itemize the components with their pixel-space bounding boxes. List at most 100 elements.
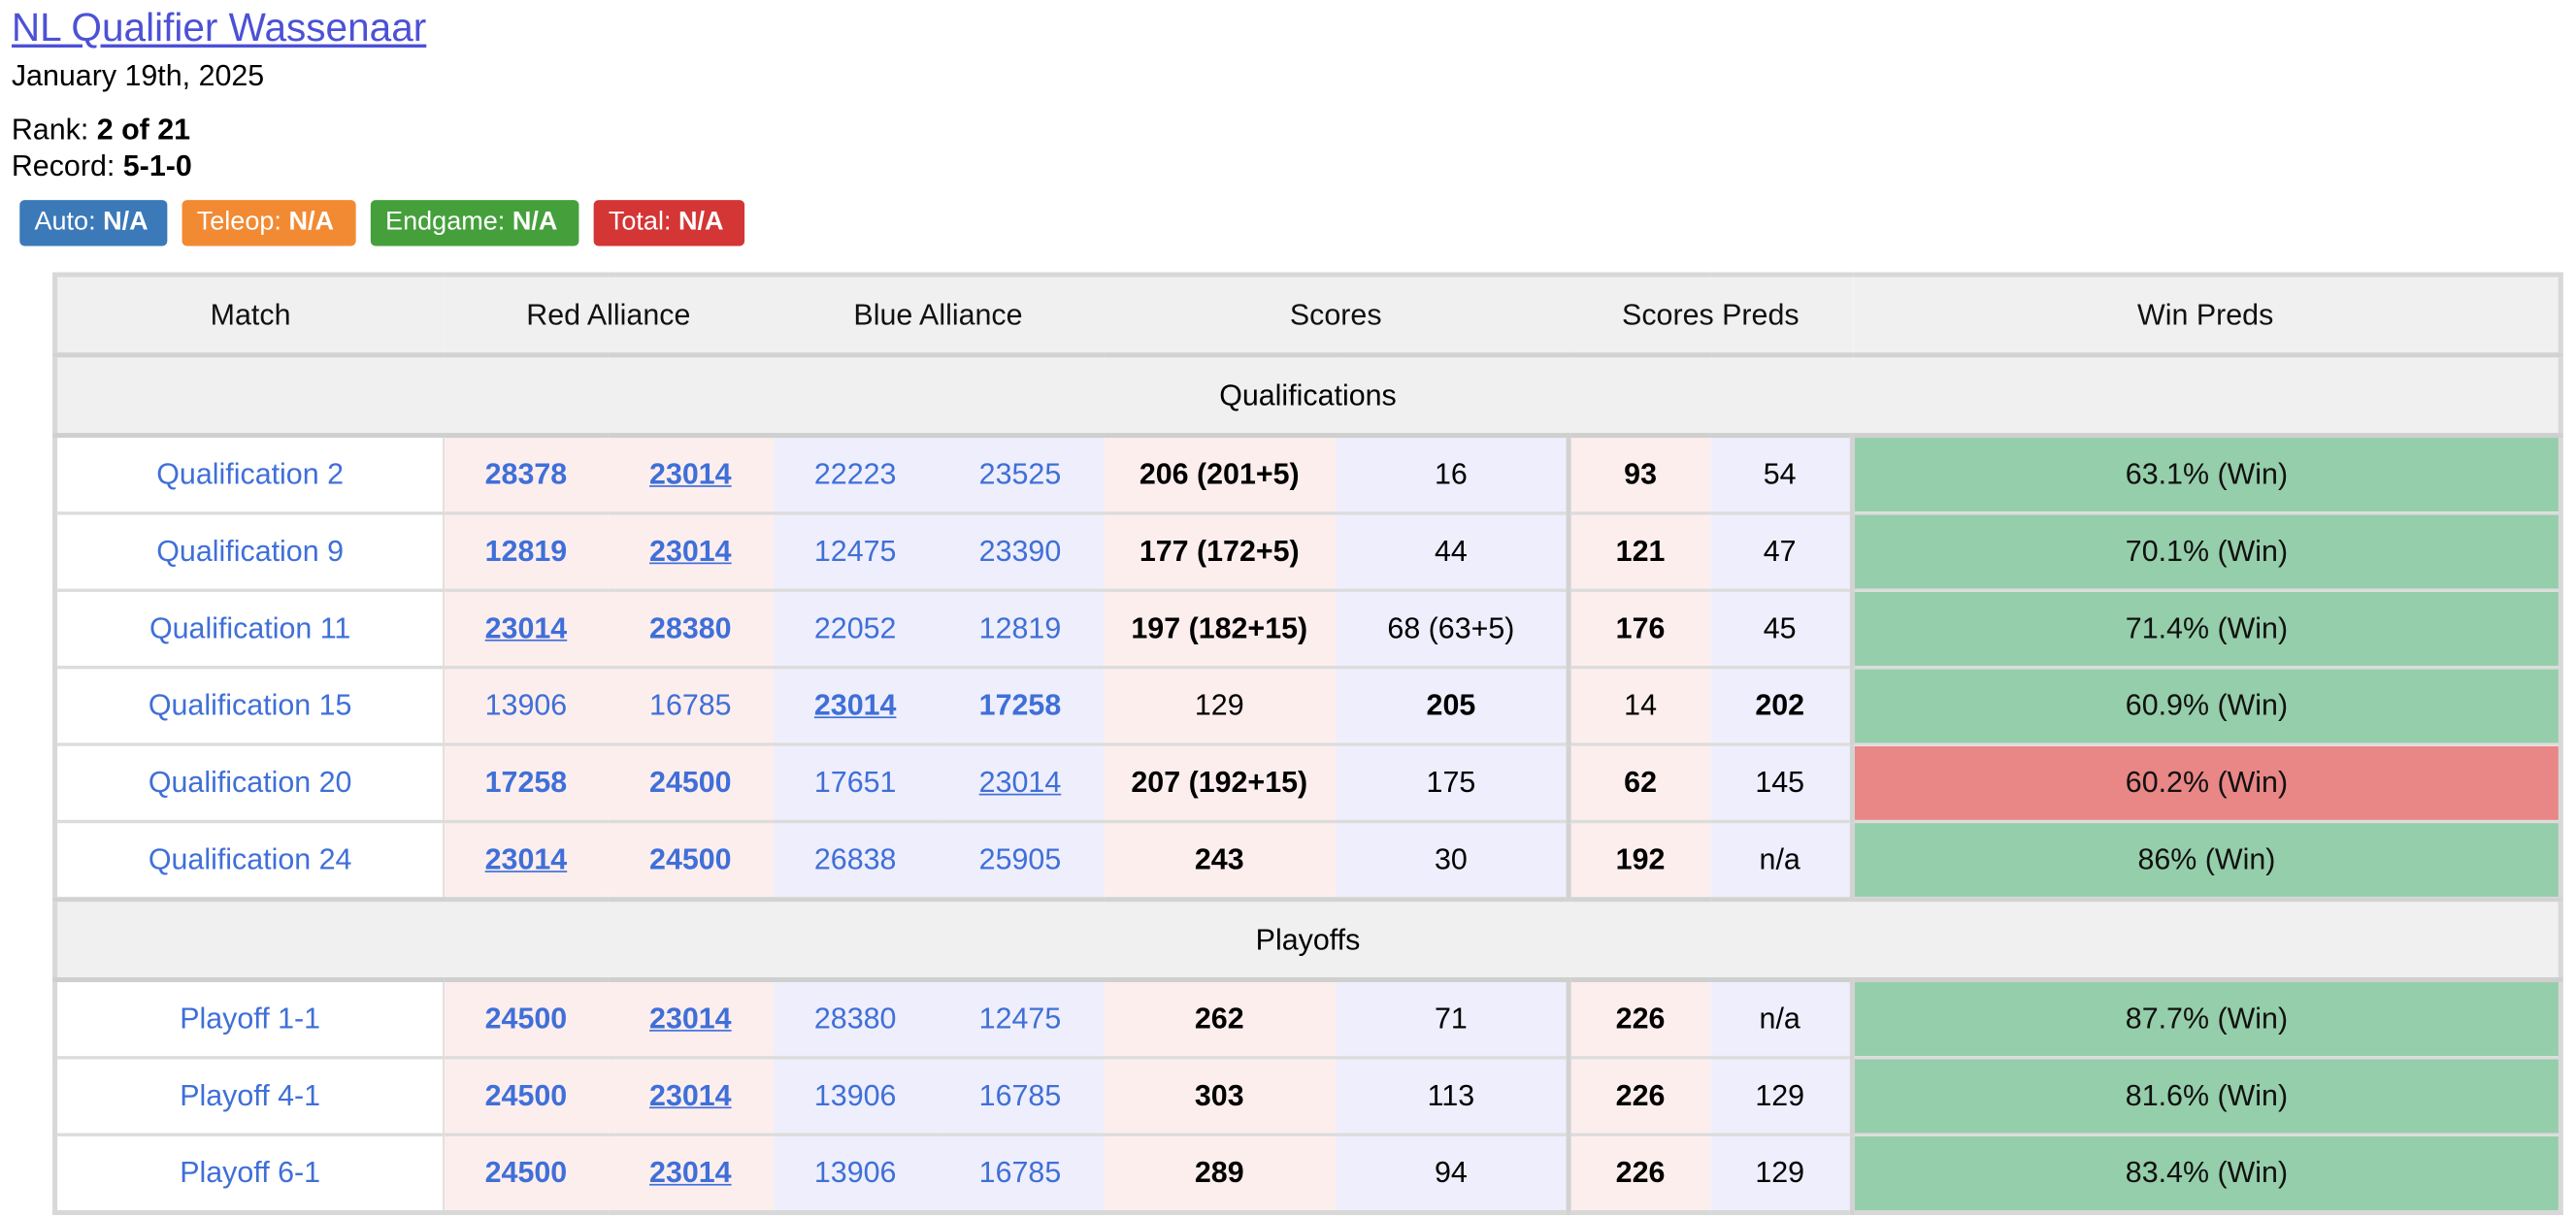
blue-team-link[interactable]: 16785	[937, 1133, 1104, 1213]
red-team-link[interactable]: 23014	[607, 977, 774, 1058]
blue-score-pred: 47	[1709, 511, 1856, 591]
blue-score-pred: 54	[1709, 433, 1856, 513]
match-link[interactable]: Qualification 24	[54, 819, 445, 900]
red-score: 303	[1103, 1056, 1337, 1135]
match-link[interactable]: Qualification 15	[54, 665, 445, 745]
red-score-pred: 121	[1566, 511, 1710, 591]
red-score-pred: 226	[1566, 1056, 1710, 1135]
rank-label: Rank:	[11, 113, 97, 147]
blue-team-link[interactable]: 16785	[937, 1056, 1104, 1135]
record-line: Record: 5-1-0	[12, 149, 192, 183]
red-team-link[interactable]: 23014	[444, 819, 608, 900]
match-row: Qualification 20 17258 24500 17651 23014 207 …	[54, 742, 2561, 822]
match-link[interactable]: Playoff 6-1	[54, 1133, 445, 1213]
win-pred: 87.7% (Win)	[1852, 977, 2561, 1058]
red-team-link[interactable]: 23014	[607, 1056, 774, 1135]
match-row: Playoff 1-1 24500 23014 28380 12475 262 71 226 n…	[54, 977, 2561, 1058]
section-row: Qualifications	[54, 352, 2561, 436]
stat-badge-value: N/A	[103, 208, 149, 237]
blue-team-link[interactable]: 23014	[773, 665, 938, 745]
red-score-pred: 14	[1566, 665, 1710, 745]
stat-badge-label: Auto:	[34, 208, 104, 237]
event-title-link[interactable]: NL Qualifier Wassenaar	[11, 6, 427, 51]
red-team-link[interactable]: 24500	[607, 819, 774, 900]
match-row: Qualification 2 28378 23014 22223 23525 206 (…	[54, 433, 2561, 513]
red-team-link[interactable]: 23014	[607, 511, 774, 591]
rank-value: 2 of 21	[96, 113, 191, 147]
blue-team-link[interactable]: 23014	[937, 742, 1104, 822]
header-red-alliance: Red Alliance	[444, 275, 774, 355]
match-link[interactable]: Qualification 2	[54, 433, 445, 513]
win-pred: 83.4% (Win)	[1852, 1133, 2561, 1213]
red-team-link[interactable]: 24500	[444, 1133, 608, 1213]
blue-team-link[interactable]: 23525	[937, 433, 1104, 513]
red-score-pred: 62	[1566, 742, 1710, 822]
section-header: Playoffs	[54, 897, 2561, 980]
red-team-link[interactable]: 28378	[444, 433, 608, 513]
blue-team-link[interactable]: 25905	[937, 819, 1104, 900]
match-link[interactable]: Qualification 9	[54, 511, 445, 591]
match-row: Playoff 6-1 24500 23014 13906 16785 289 94 226 1…	[54, 1133, 2561, 1213]
match-row: Qualification 15 13906 16785 23014 17258 129 2…	[54, 665, 2561, 745]
red-team-link[interactable]: 24500	[607, 742, 774, 822]
red-team-link[interactable]: 12819	[444, 511, 608, 591]
match-table: Match Red Alliance Blue Alliance Scores …	[52, 272, 2563, 1215]
red-score: 207 (192+15)	[1103, 742, 1337, 822]
section-header: Qualifications	[54, 352, 2561, 436]
blue-team-link[interactable]: 17651	[773, 742, 938, 822]
win-pred: 60.2% (Win)	[1852, 742, 2561, 822]
blue-score: 205	[1336, 665, 1569, 745]
stat-badge-value: N/A	[677, 208, 724, 237]
blue-score: 16	[1336, 433, 1569, 513]
win-pred: 86% (Win)	[1852, 819, 2561, 900]
match-row: Qualification 24 23014 24500 26838 25905 243 3…	[54, 819, 2561, 900]
blue-team-link[interactable]: 23390	[937, 511, 1104, 591]
match-link[interactable]: Qualification 20	[54, 742, 445, 822]
blue-team-link[interactable]: 22052	[773, 588, 938, 668]
red-score: 289	[1103, 1133, 1337, 1213]
header-blue-alliance: Blue Alliance	[773, 275, 1104, 355]
blue-team-link[interactable]: 17258	[937, 665, 1104, 745]
blue-score: 94	[1336, 1133, 1569, 1213]
blue-score: 175	[1336, 742, 1569, 822]
stat-badge: Teleop: N/A	[182, 200, 356, 247]
blue-score-pred: 129	[1709, 1133, 1856, 1213]
red-team-link[interactable]: 24500	[444, 977, 608, 1058]
header-score-preds: Scores Preds	[1569, 275, 1853, 355]
record-label: Record:	[11, 148, 123, 182]
red-score: 129	[1103, 665, 1337, 745]
match-link[interactable]: Qualification 11	[54, 588, 445, 668]
blue-team-link[interactable]: 26838	[773, 819, 938, 900]
red-score: 262	[1103, 977, 1337, 1058]
blue-score-pred: 145	[1709, 742, 1856, 822]
red-team-link[interactable]: 23014	[444, 588, 608, 668]
red-team-link[interactable]: 17258	[444, 742, 608, 822]
blue-score-pred: n/a	[1709, 977, 1856, 1058]
win-pred: 71.4% (Win)	[1852, 588, 2561, 668]
blue-score: 30	[1336, 819, 1569, 900]
blue-team-link[interactable]: 12475	[773, 511, 938, 591]
red-team-link[interactable]: 16785	[607, 665, 774, 745]
match-link[interactable]: Playoff 4-1	[54, 1056, 445, 1135]
blue-team-link[interactable]: 22223	[773, 433, 938, 513]
red-team-link[interactable]: 13906	[444, 665, 608, 745]
blue-team-link[interactable]: 28380	[773, 977, 938, 1058]
blue-team-link[interactable]: 12819	[937, 588, 1104, 668]
red-team-link[interactable]: 23014	[607, 433, 774, 513]
record-value: 5-1-0	[122, 148, 192, 182]
blue-team-link[interactable]: 13906	[773, 1133, 938, 1213]
stat-badge: Endgame: N/A	[370, 200, 579, 247]
match-link[interactable]: Playoff 1-1	[54, 977, 445, 1058]
red-team-link[interactable]: 28380	[607, 588, 774, 668]
red-team-link[interactable]: 23014	[607, 1133, 774, 1213]
blue-score: 68 (63+5)	[1336, 588, 1569, 668]
red-score-pred: 192	[1566, 819, 1710, 900]
match-row: Qualification 9 12819 23014 12475 23390 177 (…	[54, 511, 2561, 591]
red-team-link[interactable]: 24500	[444, 1056, 608, 1135]
blue-team-link[interactable]: 12475	[937, 977, 1104, 1058]
stat-badge-label: Total:	[608, 208, 678, 237]
blue-team-link[interactable]: 13906	[773, 1056, 938, 1135]
red-score: 206 (201+5)	[1103, 433, 1337, 513]
match-row: Qualification 11 23014 28380 22052 12819 197 …	[54, 588, 2561, 668]
rank-line: Rank: 2 of 21	[12, 114, 190, 148]
